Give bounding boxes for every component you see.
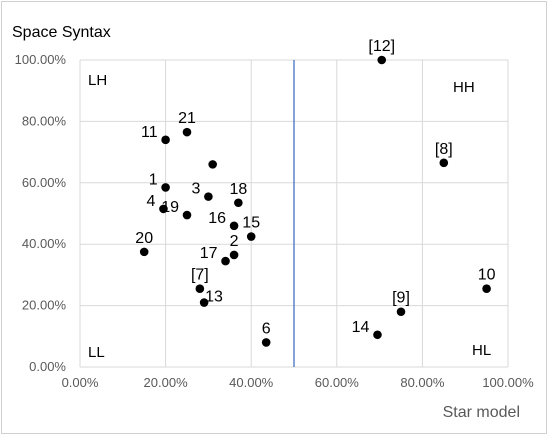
point-label: 16 — [208, 210, 226, 227]
quadrant-label-hh: HH — [453, 79, 475, 96]
point-label: 1 — [149, 171, 158, 188]
quadrant-label-ll: LL — [88, 344, 105, 361]
data-points — [139, 55, 491, 347]
y-tick-label: 80.00% — [22, 113, 67, 128]
point-label: 11 — [141, 124, 158, 141]
data-point — [229, 221, 239, 231]
data-point — [261, 338, 271, 347]
y-tick-label: 60.00% — [22, 175, 67, 190]
x-tick-label: 40.00% — [229, 375, 274, 390]
data-point — [439, 158, 449, 168]
point-label: 15 — [242, 215, 260, 232]
data-point — [161, 183, 170, 192]
data-point — [195, 284, 205, 294]
data-point — [159, 204, 168, 214]
data-point — [204, 192, 213, 201]
x-axis-ticks: 0.00% 20.00% 40.00% 60.00% 80.00% 100.00% — [62, 375, 535, 390]
point-label: [7] — [191, 267, 209, 284]
point-label: 13 — [205, 289, 223, 306]
x-tick-label: 20.00% — [144, 375, 189, 390]
data-point — [234, 198, 243, 208]
quadrant-label-lh: LH — [88, 72, 107, 89]
point-label: 18 — [229, 181, 247, 198]
data-point — [373, 330, 382, 340]
point-label: 14 — [352, 319, 370, 336]
data-point — [221, 256, 230, 266]
data-point — [377, 55, 387, 65]
point-label: 3 — [191, 181, 200, 198]
grid-lines — [79, 59, 509, 368]
point-label: [12] — [368, 38, 395, 55]
data-point — [139, 247, 149, 257]
data-point — [161, 135, 170, 145]
data-point — [229, 250, 239, 260]
x-tick-label: 60.00% — [315, 375, 360, 390]
x-tick-label: 100.00% — [482, 375, 534, 390]
data-point — [482, 284, 491, 294]
y-axis-title: Space Syntax — [12, 24, 111, 41]
data-point — [182, 210, 192, 220]
point-label: [9] — [392, 290, 410, 307]
data-point — [396, 307, 406, 317]
point-label: 19 — [161, 199, 179, 216]
x-axis-title: Star model — [443, 404, 520, 421]
data-point — [182, 127, 192, 137]
point-label: 6 — [262, 320, 271, 337]
point-label: 20 — [135, 230, 153, 247]
data-point — [199, 298, 209, 307]
point-label: 4 — [147, 193, 156, 210]
data-point — [208, 160, 217, 169]
y-tick-label: 100.00% — [15, 52, 67, 67]
quadrant-label-hl: HL — [472, 342, 491, 359]
y-axis-ticks: 0.00% 20.00% 40.00% 60.00% 80.00% 100.00% — [15, 52, 67, 374]
x-tick-label: 80.00% — [400, 375, 445, 390]
point-label: 21 — [178, 110, 196, 127]
y-tick-label: 40.00% — [22, 236, 67, 251]
point-label: 2 — [230, 233, 239, 250]
y-tick-label: 20.00% — [22, 298, 67, 313]
point-label: 10 — [478, 267, 496, 284]
point-label: [8] — [435, 141, 453, 158]
x-tick-label: 0.00% — [62, 375, 99, 390]
y-tick-label: 0.00% — [29, 359, 66, 374]
data-point — [246, 232, 256, 241]
point-label: 17 — [200, 245, 218, 262]
